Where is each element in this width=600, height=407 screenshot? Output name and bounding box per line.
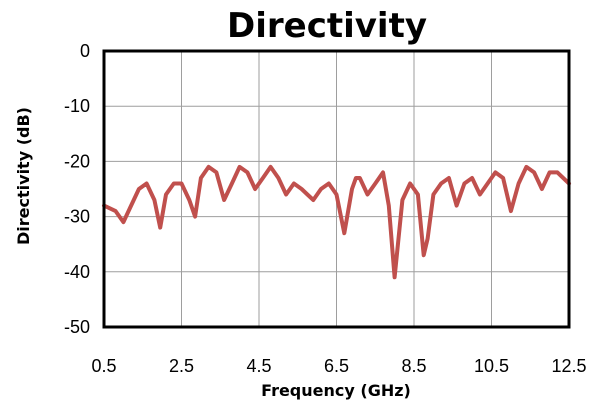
directivity-line [102,164,571,280]
y-axis-label: Directivity (dB) [14,107,33,245]
chart-title: Directivity [227,6,427,46]
grid [103,50,570,328]
y-tick-label: 0 [80,41,90,61]
y-tick-label: -20 [64,151,90,171]
x-tick-label: 2.5 [169,356,194,376]
y-tick-label: -30 [64,207,90,227]
x-tick-label: 10.5 [474,356,509,376]
x-tick-label: 4.5 [246,356,271,376]
x-tick-label: 12.5 [551,356,586,376]
x-tick-label: 6.5 [324,356,349,376]
x-tick-label: 8.5 [401,356,426,376]
x-tick-label: 0.5 [91,356,116,376]
plot-frame [102,49,571,329]
y-axis-ticks: 0 -10 -20 -30 -40 -50 [64,41,90,337]
y-tick-label: -10 [64,96,90,116]
x-axis-ticks: 0.5 2.5 4.5 6.5 8.5 10.5 12.5 [91,356,586,376]
y-tick-label: -40 [64,262,90,282]
y-tick-label: -50 [64,317,90,337]
x-axis-label: Frequency (GHz) [261,381,411,400]
